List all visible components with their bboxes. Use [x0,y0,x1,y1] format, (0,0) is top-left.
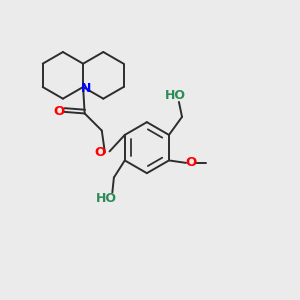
Text: N: N [80,82,91,95]
Text: HO: HO [96,192,117,205]
Text: O: O [94,146,106,158]
Text: HO: HO [165,89,186,102]
Text: O: O [53,105,64,119]
Text: O: O [185,156,197,169]
